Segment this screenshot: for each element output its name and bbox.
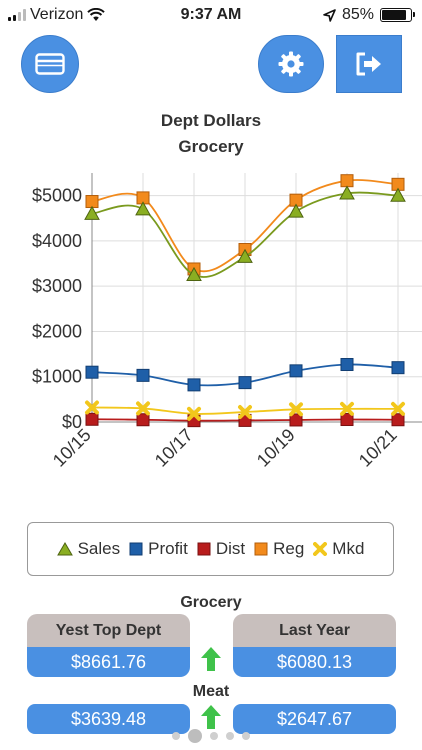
page-indicator[interactable] [0,729,422,743]
settings-button[interactable] [258,35,324,93]
card-icon [35,53,65,75]
legend-item-reg[interactable]: Reg [254,539,304,559]
point-dist [136,413,150,427]
status-bar: Verizon 9:37 AM 85% [0,0,422,32]
point-profit [136,368,150,382]
chart-legend: Sales Profit Dist Reg Mkd [27,522,394,576]
point-sales [390,187,406,202]
legend-label-profit: Profit [148,539,188,558]
chart-subtitle: Grocery [178,137,244,156]
page-dot[interactable] [172,732,180,740]
location-arrow-icon [323,8,336,22]
trend-up-arrow-icon [201,647,221,671]
point-sales [135,201,151,216]
y-tick-label: $3000 [32,276,82,296]
grocery-last-year-value: $6080.13 [233,647,396,677]
x-tick-label: 10/21 [355,425,401,471]
battery-percent: 85% [341,6,374,23]
status-time: 9:37 AM [180,6,242,23]
signal-icon [8,9,26,21]
carrier-group: Verizon [8,6,106,24]
carrier-name: Verizon [30,6,84,23]
page-dot[interactable] [210,732,218,740]
point-profit [85,365,99,379]
triangle-marker-icon [56,542,73,556]
last-year-header: Last Year [233,614,396,648]
page-dot[interactable] [242,732,250,740]
point-profit [289,364,303,378]
legend-label-mkd: Mkd [332,539,365,558]
menu-button[interactable] [21,35,79,93]
legend-item-dist[interactable]: Dist [197,539,245,559]
legend-item-sales[interactable]: Sales [56,539,121,559]
logout-arrow-icon [356,52,381,76]
square-marker-icon [197,542,211,556]
page-dot[interactable] [188,729,202,743]
point-sales [288,203,304,218]
x-tick-label: 10/19 [253,425,299,471]
battery-fill [382,10,406,20]
point-mkd [136,401,150,416]
yest-top-dept-header: Yest Top Dept [27,614,190,648]
logout-button[interactable] [336,35,402,93]
point-mkd [85,400,99,415]
meat-last-year-value: $2647.67 [233,704,396,734]
y-tick-label: $4000 [32,231,82,251]
legend-item-mkd[interactable]: Mkd [313,539,364,559]
point-mkd [289,402,303,417]
x-marker-icon [313,542,328,556]
point-dist [85,412,99,426]
square-marker-icon [129,542,143,556]
point-sales [84,205,100,220]
gear-icon [278,51,304,77]
legend-item-profit[interactable]: Profit [129,539,188,559]
point-mkd [187,406,201,421]
legend-label-reg: Reg [273,539,305,558]
chart-title: Dept Dollars [160,111,262,130]
square-marker-icon [254,542,268,556]
y-tick-label: $0 [62,412,82,432]
grocery-yest-value: $8661.76 [27,647,190,677]
grocery-section-title: Grocery [180,594,242,611]
trend-up-arrow-icon [201,705,221,729]
point-dist [391,413,405,427]
point-dist [289,413,303,427]
status-right: 85% [323,6,415,24]
y-tick-label: $1000 [32,367,82,387]
x-tick-label: 10/17 [151,425,197,471]
point-sales [237,248,253,263]
point-mkd [238,405,252,420]
point-sales [339,185,355,200]
point-dist [340,413,354,427]
meat-yest-value: $3639.48 [27,704,190,734]
point-mkd [340,401,354,416]
point-mkd [391,401,405,416]
page-dot[interactable] [226,732,234,740]
legend-label-dist: Dist [215,539,246,558]
legend-label-sales: Sales [77,539,121,558]
point-sales [186,266,202,281]
point-profit [391,361,405,375]
battery-icon [380,8,415,22]
point-profit [238,376,252,390]
y-tick-label: $5000 [32,186,82,206]
point-profit [187,378,201,392]
y-tick-label: $2000 [32,321,82,341]
meat-section-title: Meat [192,683,230,700]
point-reg [340,174,354,188]
point-profit [340,358,354,372]
wifi-icon [87,8,106,21]
